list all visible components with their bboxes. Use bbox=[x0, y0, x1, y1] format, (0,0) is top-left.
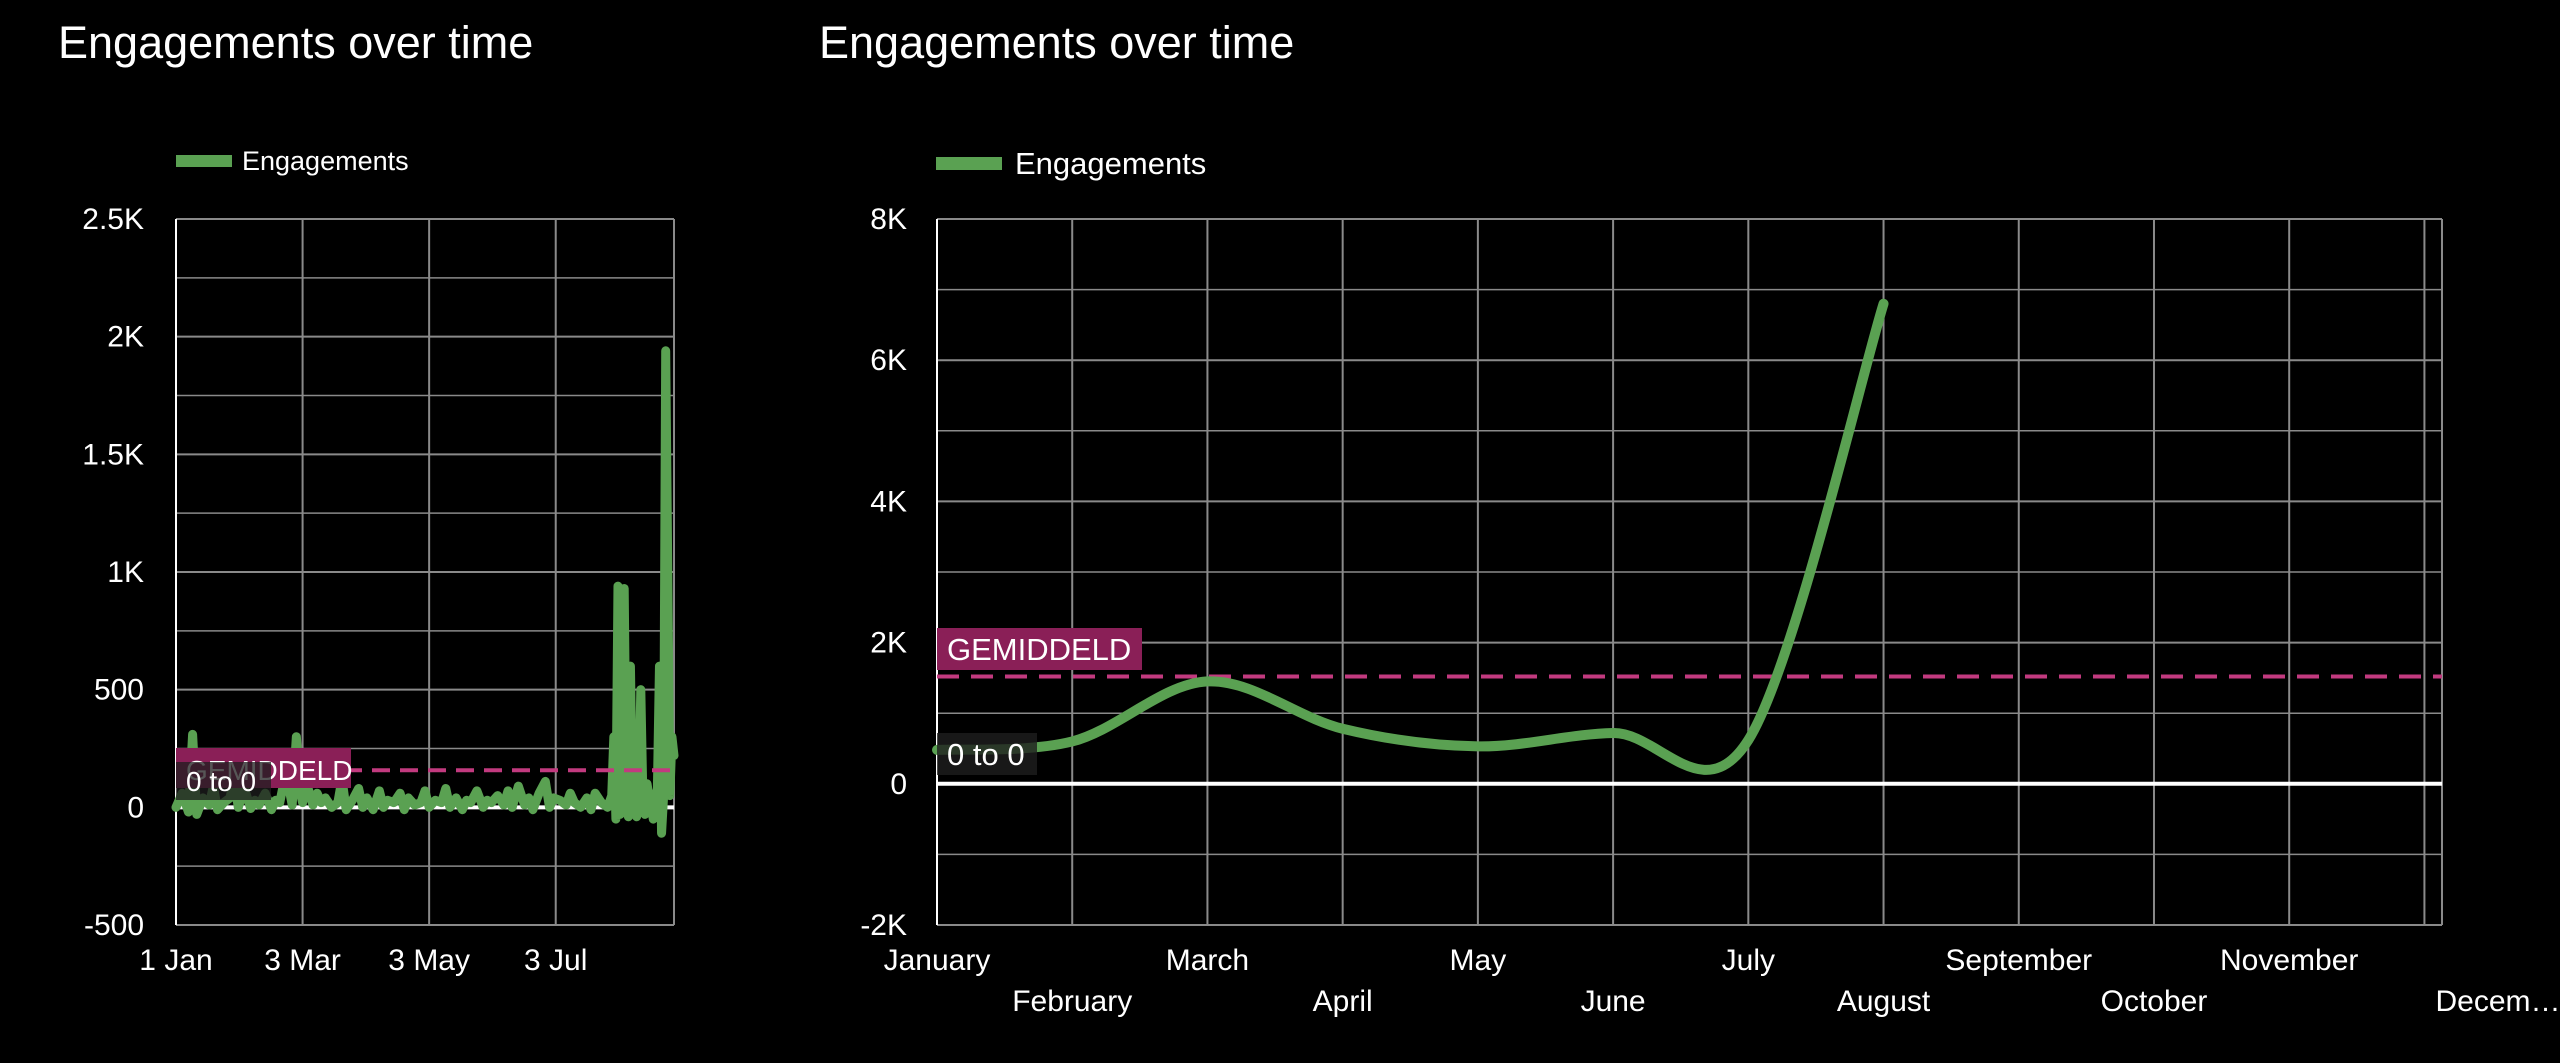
legend-label: Engagements bbox=[242, 146, 409, 176]
zero-badge-label: 0 to 0 bbox=[947, 737, 1025, 772]
x-tick-label: February bbox=[1012, 985, 1132, 1018]
y-tick-label: 8K bbox=[870, 203, 907, 236]
chart-1-title: Engagements over time bbox=[58, 17, 534, 68]
x-tick-label: August bbox=[1837, 985, 1931, 1018]
x-tick-label: June bbox=[1581, 985, 1646, 1018]
x-tick-label: July bbox=[1722, 944, 1775, 977]
zero-badge bbox=[937, 733, 1037, 775]
legend-swatch bbox=[176, 155, 232, 167]
x-tick-label: May bbox=[1450, 944, 1507, 977]
x-tick-label: April bbox=[1313, 985, 1373, 1018]
x-tick-label: 1 Jan bbox=[139, 944, 212, 977]
x-tick-label: September bbox=[1945, 944, 2092, 977]
zero-badge bbox=[176, 762, 271, 800]
x-tick-label: March bbox=[1166, 944, 1249, 977]
x-tick-label: Decem… bbox=[2435, 985, 2560, 1018]
x-tick-label: 3 May bbox=[388, 944, 470, 977]
y-tick-label: 0 bbox=[890, 768, 907, 801]
zero-badge-label: 0 to 0 bbox=[186, 766, 256, 797]
series-line-engagements bbox=[932, 298, 1889, 775]
y-tick-label: 6K bbox=[870, 344, 907, 377]
y-tick-label: -2K bbox=[860, 909, 907, 942]
y-tick-label: 500 bbox=[94, 674, 144, 707]
x-tick-label: 3 Mar bbox=[264, 944, 341, 977]
x-tick-label: October bbox=[2101, 985, 2208, 1018]
y-tick-label: 1K bbox=[107, 556, 144, 589]
y-tick-label: 2.5K bbox=[82, 203, 144, 236]
y-tick-label: 1.5K bbox=[82, 438, 144, 471]
y-tick-label: 2K bbox=[107, 321, 144, 354]
x-tick-label: 3 Jul bbox=[524, 944, 587, 977]
y-tick-label: -500 bbox=[84, 909, 144, 942]
x-tick-label: January bbox=[884, 944, 991, 977]
average-badge bbox=[937, 628, 1142, 670]
x-tick-label: November bbox=[2220, 944, 2358, 977]
average-badge-label: GEMIDDELD bbox=[947, 632, 1131, 667]
y-tick-label: 2K bbox=[870, 627, 907, 660]
chart-2-title: Engagements over time bbox=[819, 17, 1295, 68]
series-line-engagements bbox=[171, 346, 679, 838]
y-tick-label: 4K bbox=[870, 485, 907, 518]
legend-label: Engagements bbox=[1015, 146, 1206, 181]
y-tick-label: 0 bbox=[127, 791, 144, 824]
legend-swatch bbox=[936, 157, 1002, 170]
